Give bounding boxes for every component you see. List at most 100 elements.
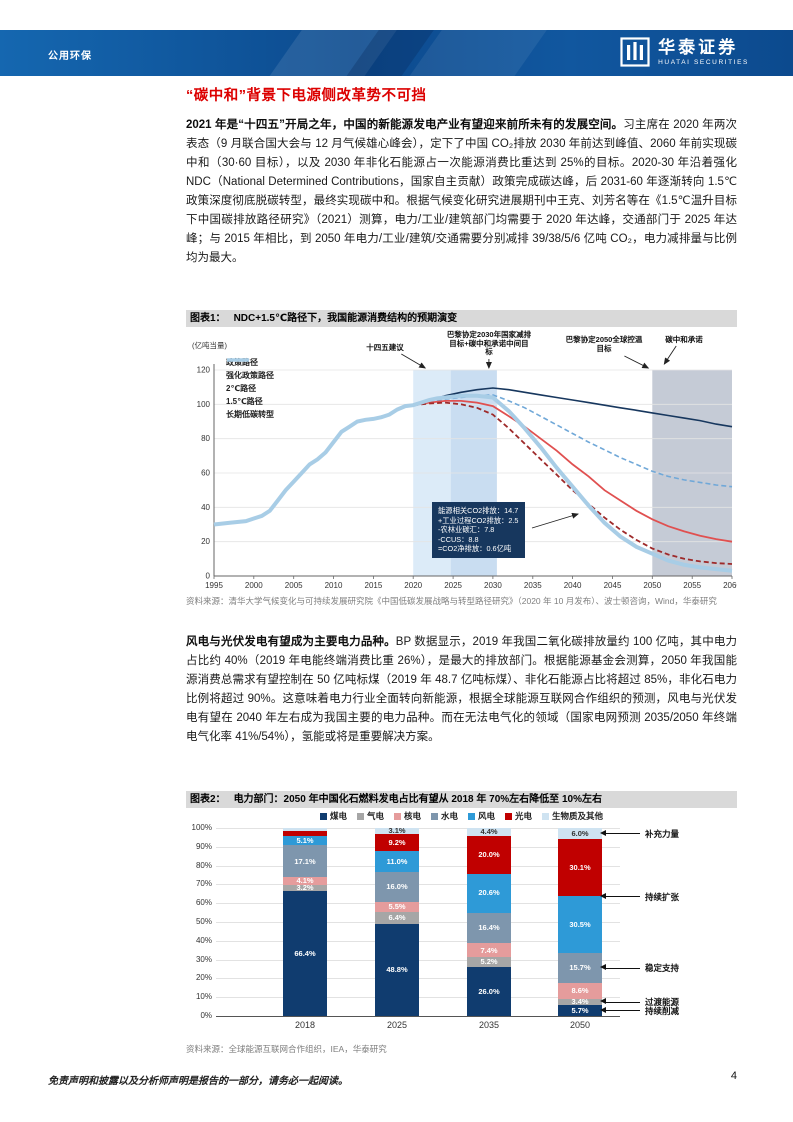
bar-segment: 6.4% xyxy=(375,912,419,925)
svg-text:2050: 2050 xyxy=(643,581,661,590)
svg-text:60: 60 xyxy=(201,469,210,478)
bar-segment: 5.2% xyxy=(467,957,511,968)
bar-segment: 11.0% xyxy=(375,851,419,872)
bar-segment: 17.1% xyxy=(283,845,327,878)
footer-disclaimer: 免责声明和披露以及分析师声明是报告的一部分，请务必一起阅读。 xyxy=(48,1076,348,1087)
chart-annotation: 巴黎协定2030年国家减排目标+碳中和承诺中间目标 xyxy=(446,330,532,356)
figure2-legend: 煤电 气电 核电 水电 风电 光电 生物质及其他 xyxy=(186,810,737,822)
bar-segment: 5.5% xyxy=(375,901,419,913)
figure2-header: 图表2： 电力部门：2050 年中国化石燃料发电占比有望从 2018 年 70%左… xyxy=(186,791,737,808)
figure1-title: NDC+1.5℃路径下，我国能源消费结构的预期演变 xyxy=(233,313,458,324)
legend-item: 光电 xyxy=(505,810,532,822)
svg-text:2060: 2060 xyxy=(723,581,737,590)
figure2-tag: 图表2： xyxy=(190,794,226,805)
svg-text:2040: 2040 xyxy=(564,581,582,590)
report-section-label: 公用环保 xyxy=(48,51,92,62)
series-line xyxy=(413,400,733,543)
bar-segment: 30.5% xyxy=(558,895,602,954)
header-band: 公用环保 华泰证券 HUATAI SECURITIES xyxy=(0,30,793,76)
left-arrow-icon xyxy=(600,1006,640,1013)
y-axis-label: 80% xyxy=(195,860,212,870)
bar-segment: 16.0% xyxy=(375,871,419,902)
y-axis-label: 60% xyxy=(195,898,212,908)
paragraph-2-body: BP 数据显示，2019 年我国二氧化碳排放量约 100 亿吨，其中电力占比约 … xyxy=(186,636,738,743)
left-arrow-icon xyxy=(600,892,640,899)
figure2-source: 资料来源：全球能源互联网合作组织，IEA，华泰研究 xyxy=(186,1044,387,1054)
left-arrow-icon xyxy=(600,964,640,971)
y-axis-label: 70% xyxy=(195,879,212,889)
svg-text:2035: 2035 xyxy=(524,581,542,590)
figure1-header: 图表1： NDC+1.5℃路径下，我国能源消费结构的预期演变 xyxy=(186,310,737,327)
y-axis-label: 50% xyxy=(195,917,212,926)
chart-annotation: 碳中和承诺 xyxy=(665,335,703,344)
paragraph-2-lead: 风电与光伏发电有望成为主要电力品种。 xyxy=(186,636,396,648)
bar-segment: 15.7% xyxy=(558,953,602,983)
bar-segment xyxy=(283,831,327,836)
bar-segment: 9.2% xyxy=(375,833,419,852)
svg-text:100: 100 xyxy=(197,400,211,409)
legend-item: 风电 xyxy=(468,810,495,822)
y-axis-label: 30% xyxy=(195,954,212,964)
legend-swatch xyxy=(505,812,513,820)
y-axis-label: 0% xyxy=(200,1011,212,1020)
bar-segment: 3.4% xyxy=(558,998,602,1006)
x-axis-label: 2035 xyxy=(478,1020,500,1030)
x-axis-label: 2050 xyxy=(569,1020,591,1030)
series-line xyxy=(412,387,733,428)
svg-text:2025: 2025 xyxy=(444,581,462,590)
svg-text:1995: 1995 xyxy=(205,581,223,590)
legend-item: 生物质及其他 xyxy=(542,810,603,822)
gridline xyxy=(216,1016,620,1017)
bar-segment: 20.0% xyxy=(467,836,511,874)
x-axis-label: 2025 xyxy=(386,1020,408,1030)
figure1-chart: 0 20 40 60 80 100 120 1995 2000 2005 2010 2015 2020 2… xyxy=(186,330,737,592)
svg-text:2000: 2000 xyxy=(245,581,263,590)
svg-text:2015: 2015 xyxy=(365,581,383,590)
bar-segment: 30.1% xyxy=(558,839,602,896)
bar-segment: 7.4% xyxy=(467,943,511,958)
bar-segment: 3.1% xyxy=(375,827,419,834)
bar-segment: 8.6% xyxy=(558,982,602,999)
bar-segment: 6.0% xyxy=(558,828,602,840)
svg-text:2030: 2030 xyxy=(484,581,502,590)
legend-item: 气电 xyxy=(356,810,384,822)
paragraph-1: 2021 年是“十四五”开局之年，中国的新能源发电产业有望迎来前所未有的发展空间… xyxy=(186,116,737,268)
svg-text:2010: 2010 xyxy=(325,581,343,590)
chart-annotation: 十四五建议 xyxy=(366,343,404,352)
bar-segment: 5.7% xyxy=(558,1005,602,1016)
bar-segment: 48.8% xyxy=(375,924,419,1016)
co2-breakdown-note: 能源相关CO2排放：14.7 +工业过程CO2排放：2.5 -农林业碳汇：7.8 -C… xyxy=(432,502,525,558)
svg-text:2055: 2055 xyxy=(683,581,701,590)
bar-annotation: 稳定支持 xyxy=(600,962,679,974)
figure1-tag: 图表1： xyxy=(190,313,226,324)
legend-item: 核电 xyxy=(393,810,421,822)
chart-annotation: 巴黎协定2050全球控温目标 xyxy=(565,335,643,353)
brand-logo: 华泰证券 HUATAI SECURITIES xyxy=(620,37,749,67)
figure2-chart: 煤电 气电 核电 水电 风电 光电 生物质及其他 0% 10% 20% 30% 40% 50% 60% 70… xyxy=(186,810,737,1040)
y-axis-unit: (亿吨当量) xyxy=(192,340,227,350)
svg-text:40: 40 xyxy=(201,503,210,512)
bar-segment xyxy=(283,828,327,831)
y-axis-label: 90% xyxy=(195,841,212,851)
series-line xyxy=(213,393,733,573)
left-arrow-icon xyxy=(600,998,640,1005)
legend-swatch xyxy=(430,812,438,820)
svg-text:120: 120 xyxy=(197,366,211,375)
bar-annotation: 持续扩张 xyxy=(600,891,679,903)
legend-item: 强化政策路径 xyxy=(226,359,274,380)
article-title: “碳中和”背景下电源侧改革势不可挡 xyxy=(186,88,427,104)
bar-annotation: 过渡能源 xyxy=(600,996,679,1008)
brand-name-en: HUATAI SECURITIES xyxy=(658,59,749,66)
paragraph-2: 风电与光伏发电有望成为主要电力品种。BP 数据显示，2019 年我国二氧化碳排放… xyxy=(186,633,737,747)
page-number: 4 xyxy=(730,1070,737,1082)
bar-segment: 3.2% xyxy=(283,884,327,892)
bar-segment: 4.4% xyxy=(467,828,511,837)
legend-item: 水电 xyxy=(430,810,458,822)
bar-segment: 5.1% xyxy=(283,835,327,846)
series-line xyxy=(413,394,733,488)
legend-swatch xyxy=(319,812,327,820)
svg-text:80: 80 xyxy=(201,434,210,443)
svg-text:0: 0 xyxy=(206,572,211,581)
legend-swatch xyxy=(393,812,401,820)
